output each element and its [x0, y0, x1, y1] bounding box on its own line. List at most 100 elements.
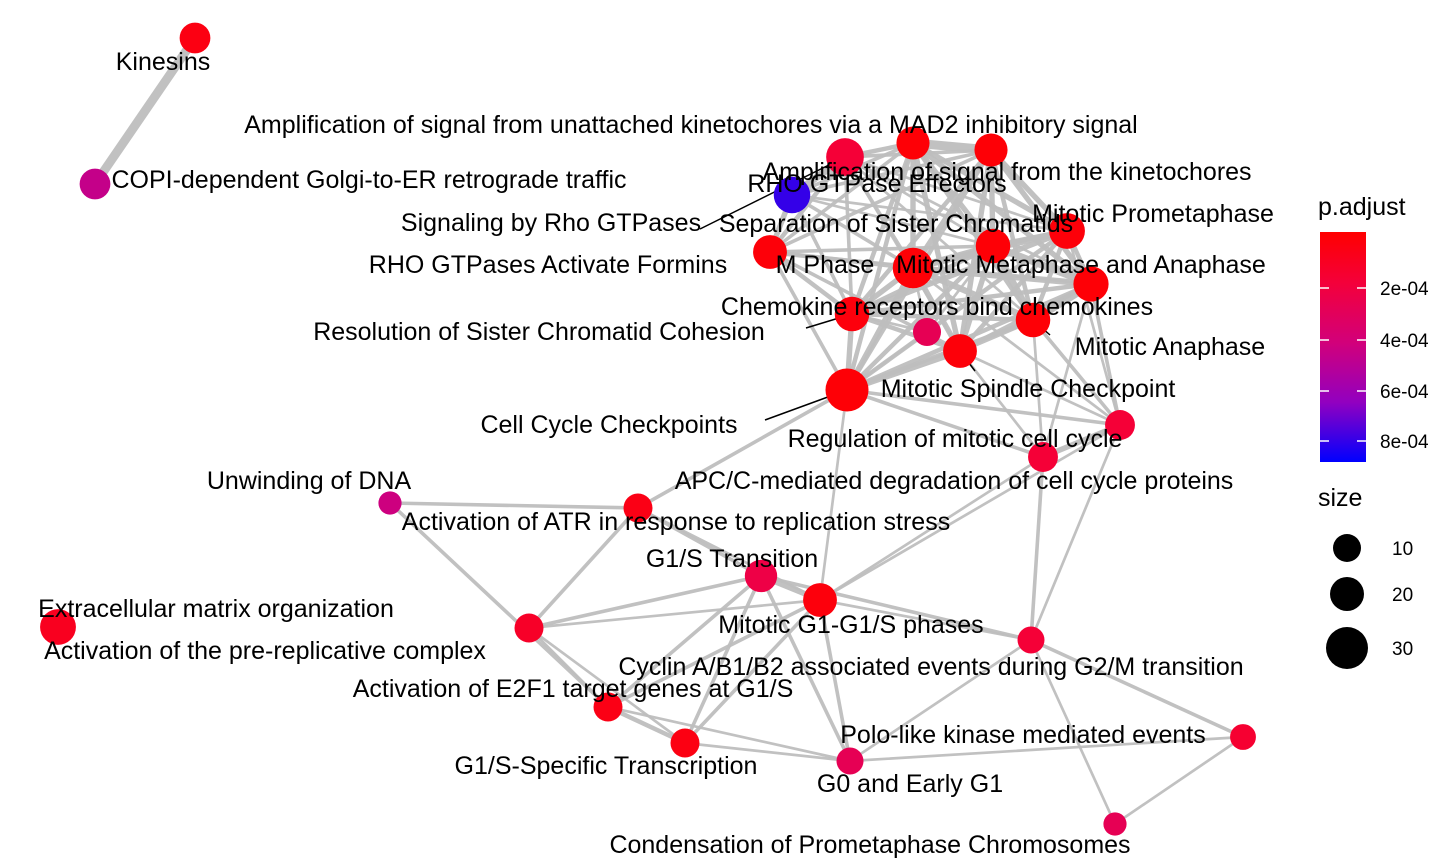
node-rho_eff	[773, 176, 811, 214]
node-chemokine	[912, 317, 942, 347]
network-edge	[909, 264, 1095, 288]
network-edge	[759, 574, 852, 763]
node-mit_meta	[1073, 266, 1109, 302]
color-legend-ticks	[1320, 287, 1366, 442]
node-label-unwind: Unwinding of DNA	[207, 467, 412, 495]
node-label-amp_kin: Amplification of signal from the kinetoc…	[762, 158, 1251, 186]
node-spindle	[943, 334, 977, 368]
network-edge	[848, 638, 1033, 763]
network-edge	[790, 148, 993, 197]
network-edge	[790, 193, 915, 270]
network-edge	[1029, 638, 1117, 826]
node-label-mit_g1: Mitotic G1-G1/S phases	[718, 611, 983, 639]
network-edge	[1029, 638, 1245, 739]
node-label-rho_formins: RHO GTPases Activate Formins	[369, 251, 727, 279]
network-edge	[527, 574, 763, 630]
node-pre_rep	[514, 613, 544, 643]
network-edge	[636, 506, 822, 602]
node-label-g0: G0 and Early G1	[817, 770, 1003, 798]
node-label-ecm: Extracellular matrix organization	[38, 595, 394, 623]
network-edge	[388, 501, 640, 510]
node-sep_sister	[975, 228, 1011, 264]
node-g0	[836, 747, 864, 775]
network-edge	[1029, 423, 1122, 642]
network-edge	[606, 574, 763, 709]
node-label-res_sister: Resolution of Sister Chromatid Cohesion	[313, 318, 765, 346]
labels-layer: Kinesins COPI-dependent Golgi-to-ER retro…	[38, 48, 1274, 859]
network-edge	[845, 388, 1045, 459]
node-copi	[79, 168, 111, 200]
node-label-pre_rep: Activation of the pre-replicative comple…	[44, 637, 486, 665]
network-edge	[527, 626, 610, 709]
node-label-sep_sister: Separation of Sister Chromatids	[719, 210, 1073, 238]
network-edge	[790, 193, 854, 316]
color-legend-bar	[1320, 232, 1366, 462]
network-edge	[849, 140, 916, 317]
node-unwind	[378, 491, 402, 515]
network-edge	[768, 244, 995, 254]
network-edge	[683, 598, 822, 745]
size-legend-tick-label: 20	[1392, 585, 1413, 606]
node-polo	[1230, 724, 1256, 750]
node-cc_check	[825, 368, 869, 412]
node-mit_prometa	[1049, 213, 1085, 249]
network-edge	[1065, 229, 1122, 427]
network-edge	[527, 598, 822, 630]
node-mit_g1	[803, 583, 837, 617]
node-label-cc_check: Cell Cycle Checkpoints	[480, 411, 737, 439]
node-atr	[623, 493, 653, 523]
node-kinesins	[179, 22, 211, 54]
node-label-g1s_spec: G1/S-Specific Transcription	[455, 752, 758, 780]
network-edge	[818, 423, 1122, 602]
network-edge	[843, 155, 995, 248]
network-edge	[848, 735, 1245, 763]
node-label-reg_mit: Regulation of mitotic cell cycle	[788, 425, 1123, 453]
network-edge	[527, 506, 640, 630]
network-edge	[759, 574, 1033, 642]
size-legend-swatch	[1333, 534, 1361, 562]
node-reg_mit	[1105, 410, 1135, 440]
node-label-apc: APC/C-mediated degradation of cell cycle…	[675, 467, 1234, 495]
node-sig_rho	[826, 138, 864, 176]
network-edge	[768, 148, 993, 254]
network-edge	[1089, 282, 1122, 427]
network-edge	[388, 501, 610, 709]
node-label-m_phase: M Phase	[776, 251, 875, 279]
network-edge	[849, 311, 1036, 323]
network-edge	[606, 598, 822, 709]
node-label-mit_prometa: Mitotic Prometaphase	[1032, 200, 1274, 228]
node-label-chemokine: Chemokine receptors bind chemokines	[721, 293, 1153, 321]
node-amp_mad2	[896, 126, 930, 160]
network-edge	[849, 281, 1094, 317]
network-edge	[958, 349, 1122, 427]
network-edge	[845, 388, 1122, 427]
network-edge	[818, 598, 1033, 642]
nodes-layer	[40, 22, 1256, 836]
node-ecm	[40, 609, 76, 645]
color-legend-tick-label: 6e-04	[1380, 382, 1429, 403]
network-edge	[636, 388, 849, 510]
color-legend-tick-label: 4e-04	[1380, 331, 1429, 352]
network-edge	[849, 311, 963, 354]
node-label-e2f1: Activation of E2F1 target genes at G1/S	[353, 675, 794, 703]
network-edge	[1113, 735, 1245, 826]
node-label-rho_eff: RHO GTPase Effectors	[747, 170, 1006, 198]
network-edge	[818, 388, 849, 602]
network-edge	[768, 141, 915, 254]
node-label-spindle: Mitotic Spindle Checkpoint	[881, 375, 1176, 403]
size-legend-tick-label: 30	[1392, 639, 1413, 660]
network-edge	[909, 264, 1037, 324]
network-edge	[844, 265, 916, 393]
network-edge	[818, 455, 1045, 602]
network-edge	[683, 574, 763, 745]
size-legend-title: size	[1318, 484, 1362, 512]
legend: p.adjust 2e-04 4e-04 6e-04 8e-04 size 10…	[1318, 193, 1429, 669]
node-label-condens: Condensation of Prometaphase Chromosomes	[609, 831, 1130, 859]
node-e2f1	[593, 692, 623, 722]
node-label-polo: Polo-like kinase mediated events	[840, 721, 1205, 749]
size-legend-swatch	[1326, 627, 1368, 669]
node-rho_formins	[753, 235, 787, 269]
size-legend-tick-label: 10	[1392, 539, 1413, 560]
node-g1s_trans	[744, 559, 778, 593]
